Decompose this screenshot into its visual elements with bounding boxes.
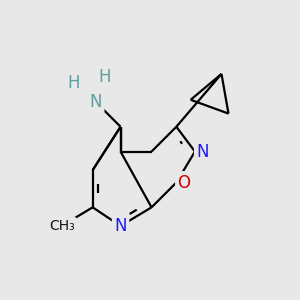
Text: CH₃: CH₃ [49,219,74,233]
Text: H: H [99,68,111,86]
Text: O: O [178,173,190,191]
Text: N: N [89,93,102,111]
Text: N: N [114,217,127,235]
Text: N: N [196,142,209,160]
Text: H: H [68,74,80,92]
